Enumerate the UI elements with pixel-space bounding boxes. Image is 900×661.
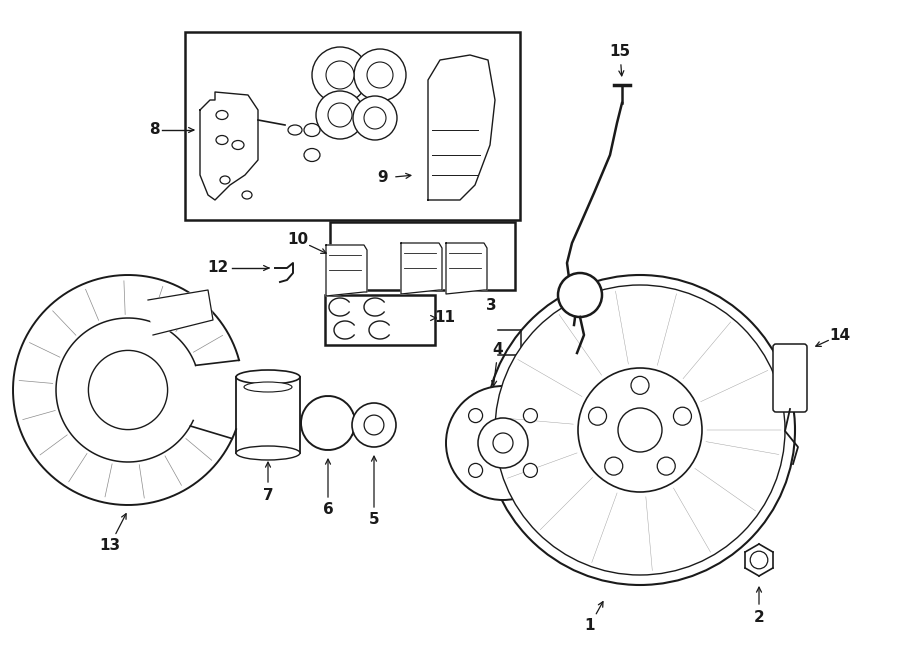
Circle shape (316, 91, 364, 139)
Circle shape (364, 107, 386, 129)
Circle shape (478, 418, 528, 468)
Ellipse shape (216, 136, 228, 145)
Circle shape (524, 463, 537, 477)
Text: 8: 8 (148, 122, 159, 137)
Text: 15: 15 (609, 44, 631, 59)
Circle shape (751, 551, 768, 569)
Ellipse shape (236, 446, 300, 460)
Circle shape (493, 433, 513, 453)
Ellipse shape (244, 382, 292, 392)
FancyBboxPatch shape (773, 344, 807, 412)
Text: 9: 9 (378, 171, 388, 186)
Circle shape (88, 350, 167, 430)
Text: 4: 4 (492, 342, 503, 358)
Text: 5: 5 (369, 512, 379, 527)
Circle shape (631, 376, 649, 395)
Text: 11: 11 (435, 311, 455, 325)
Circle shape (657, 457, 675, 475)
Circle shape (618, 408, 662, 452)
Text: 7: 7 (263, 488, 274, 502)
Circle shape (312, 47, 368, 103)
Circle shape (352, 403, 396, 447)
Circle shape (354, 49, 406, 101)
Ellipse shape (216, 110, 228, 120)
Bar (325, 295, 435, 345)
Circle shape (446, 386, 560, 500)
Bar (236, 377, 300, 453)
Text: 3: 3 (486, 297, 496, 313)
Circle shape (558, 273, 602, 317)
Circle shape (524, 408, 537, 422)
Text: 12: 12 (207, 260, 229, 276)
Bar (185, 32, 520, 220)
Polygon shape (326, 245, 367, 296)
Bar (330, 222, 515, 290)
Circle shape (485, 275, 795, 585)
Text: 6: 6 (322, 502, 333, 518)
Text: 14: 14 (830, 327, 850, 342)
Ellipse shape (220, 176, 230, 184)
Circle shape (605, 457, 623, 475)
Polygon shape (148, 290, 213, 335)
Circle shape (673, 407, 691, 425)
Ellipse shape (288, 125, 302, 135)
Text: 13: 13 (99, 537, 121, 553)
Circle shape (353, 96, 397, 140)
Polygon shape (446, 243, 487, 294)
Circle shape (326, 61, 354, 89)
Circle shape (589, 407, 607, 425)
Circle shape (578, 368, 702, 492)
Text: 10: 10 (287, 233, 309, 247)
Circle shape (469, 463, 482, 477)
Ellipse shape (232, 141, 244, 149)
Circle shape (469, 408, 482, 422)
Circle shape (364, 415, 384, 435)
Text: 2: 2 (753, 609, 764, 625)
Ellipse shape (304, 124, 320, 137)
Text: 1: 1 (585, 617, 595, 633)
Ellipse shape (236, 370, 300, 384)
Polygon shape (200, 92, 258, 200)
Polygon shape (401, 243, 442, 294)
Polygon shape (428, 55, 495, 200)
Circle shape (495, 285, 785, 575)
Circle shape (367, 62, 393, 88)
Circle shape (328, 103, 352, 127)
Ellipse shape (242, 191, 252, 199)
Ellipse shape (304, 149, 320, 161)
